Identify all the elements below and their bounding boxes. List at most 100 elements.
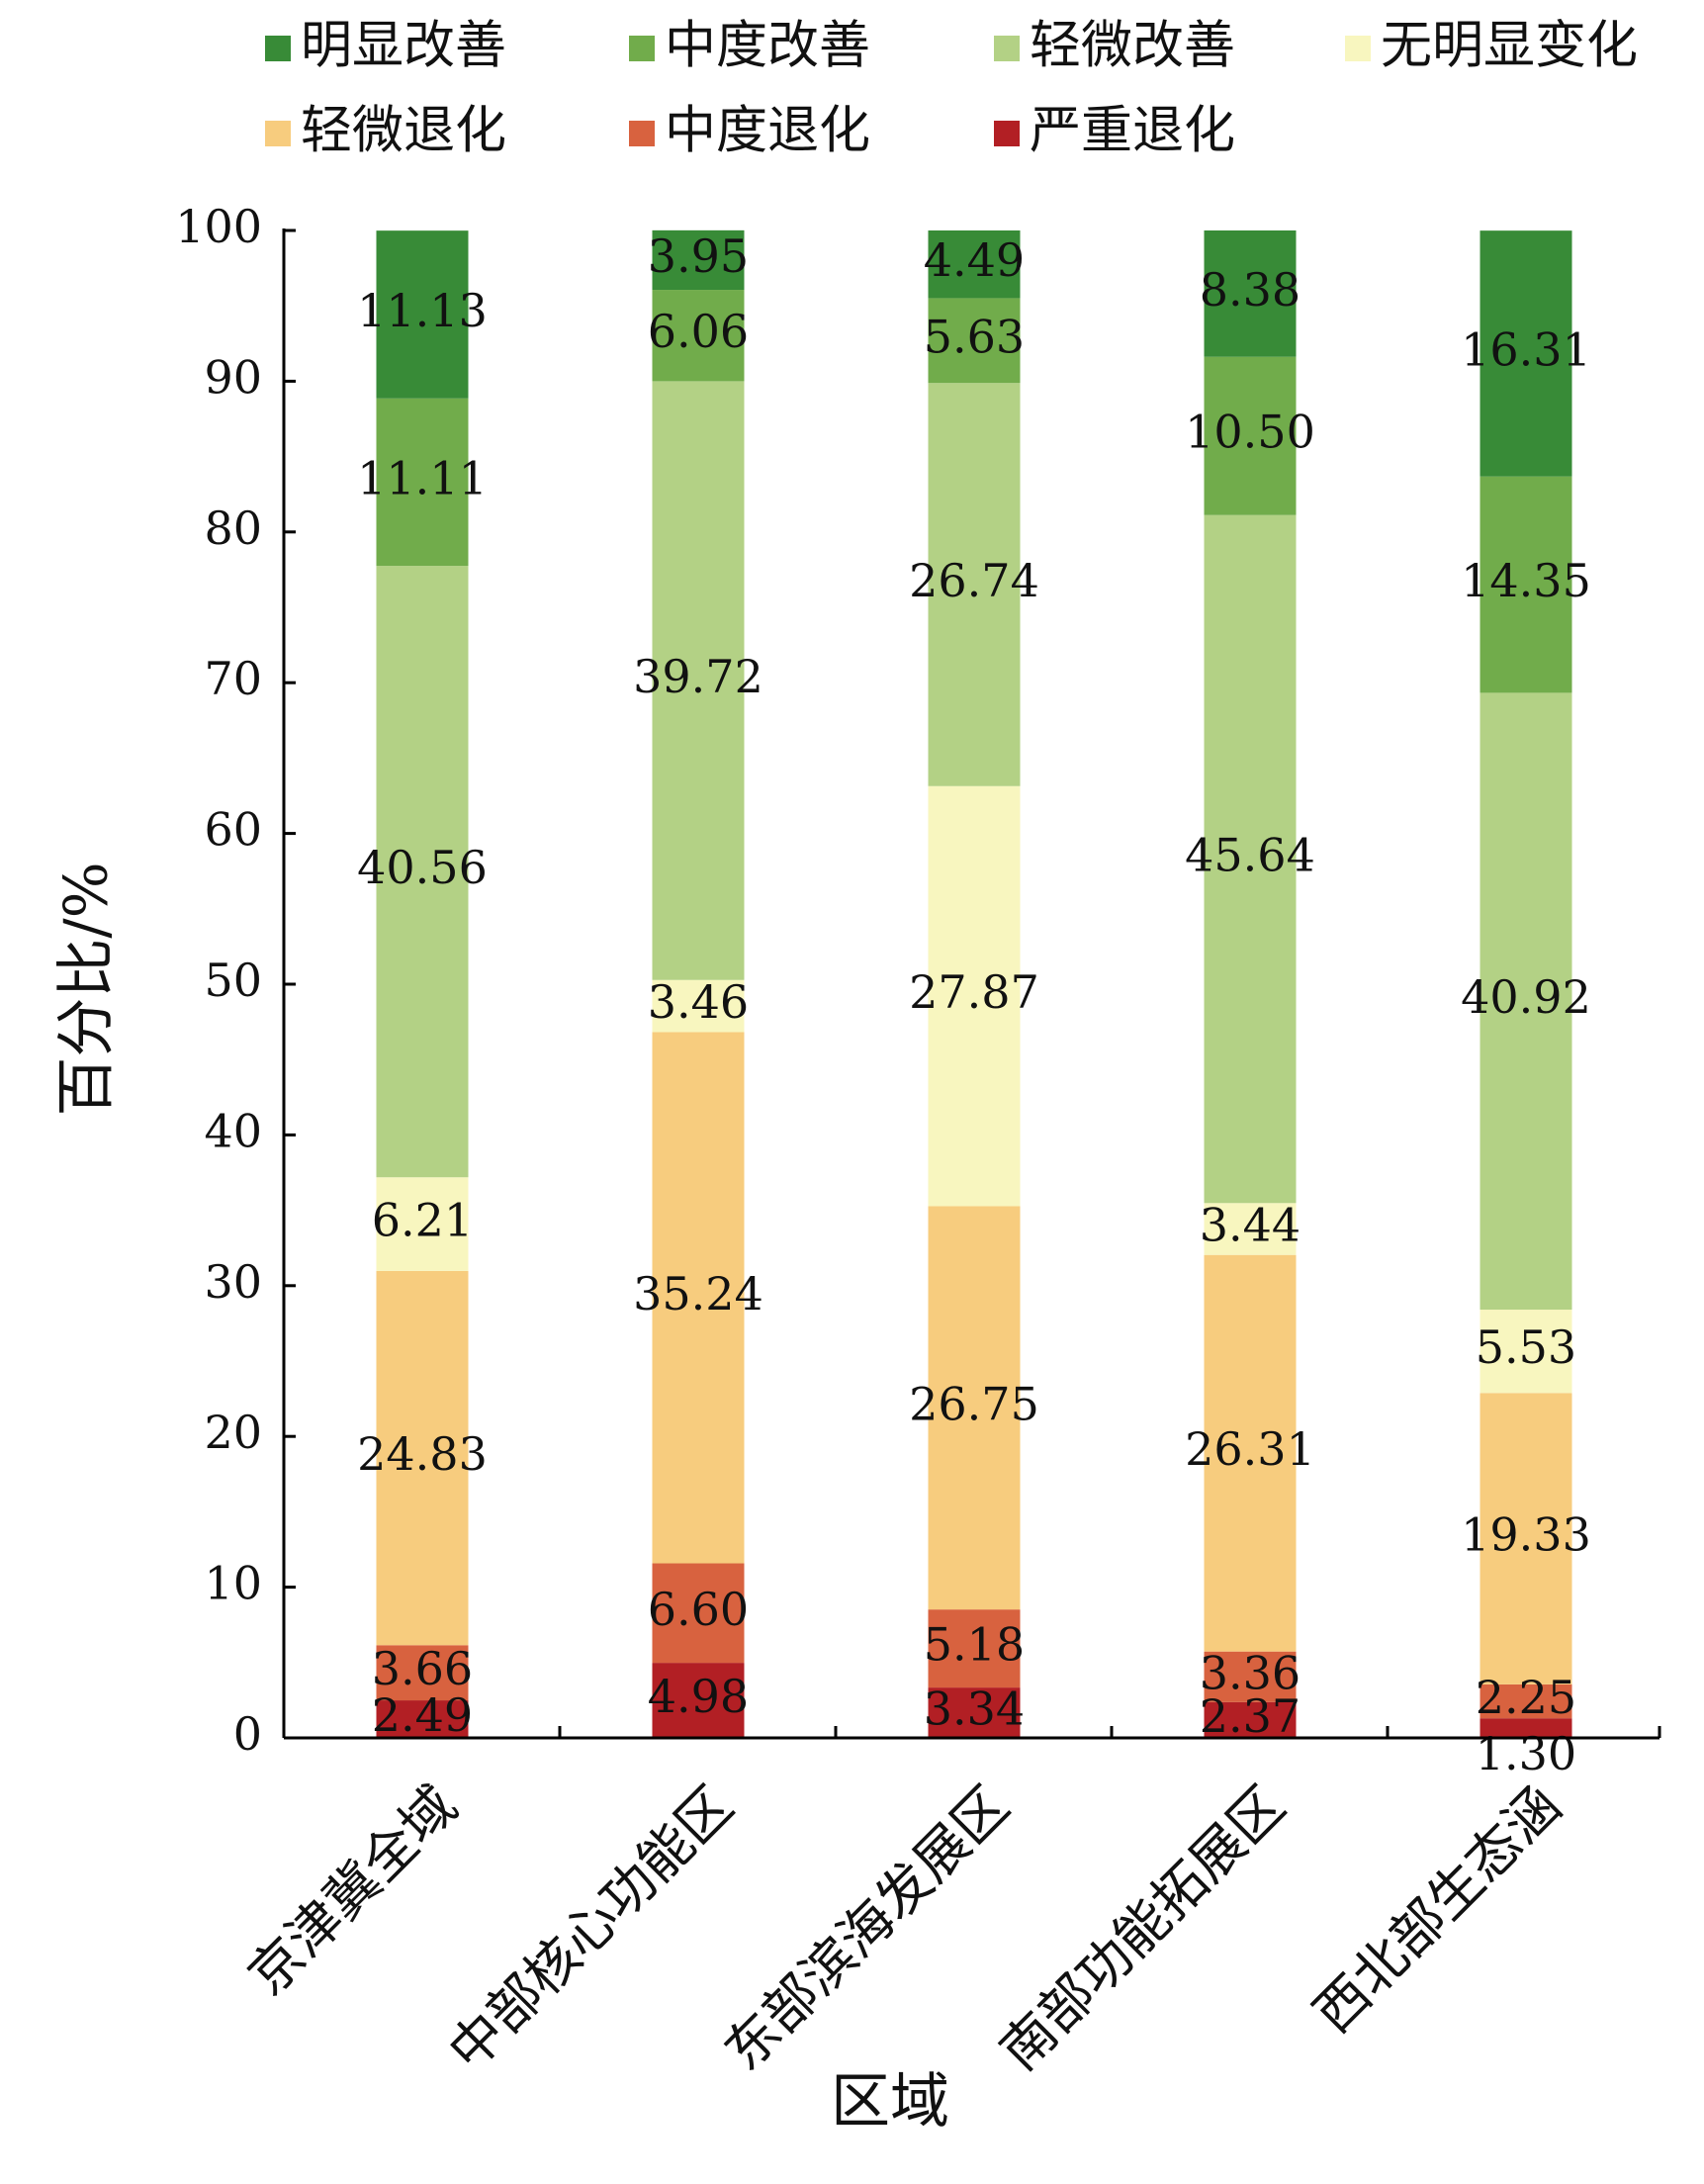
y-axis-title: 百分比/% [52, 862, 122, 1116]
y-tick-label: 70 [204, 652, 262, 705]
bar-segment-1-1 [376, 1700, 469, 1738]
data-label: 5.18 [924, 1618, 1025, 1672]
bar-segment-4-5 [1204, 514, 1297, 1204]
legend-label: 轻微退化 [301, 102, 506, 161]
legend-swatch [265, 36, 291, 61]
legend-label: 严重退化 [1030, 102, 1235, 161]
data-label: 11.13 [357, 284, 488, 337]
data-label: 3.34 [924, 1683, 1025, 1736]
bar-segment-5-7 [1480, 230, 1572, 477]
y-tick-label: 40 [204, 1104, 262, 1157]
legend-label: 中度改善 [665, 17, 870, 76]
bar-segment-2-1 [652, 1663, 745, 1738]
data-label: 40.92 [1461, 970, 1591, 1024]
y-tick-label: 60 [204, 803, 262, 857]
x-tick-label: 西北部生态涵 [1301, 1774, 1572, 2046]
data-label: 26.31 [1185, 1422, 1315, 1476]
x-tick-label: 中部核心功能区 [436, 1774, 745, 2083]
y-tick-label: 100 [175, 200, 262, 253]
bar-segment-3-7 [928, 230, 1021, 299]
bar-segment-1-4 [376, 1177, 469, 1271]
y-tick-label: 10 [204, 1557, 262, 1610]
data-label: 6.60 [648, 1583, 749, 1636]
legend-label: 无明显变化 [1381, 17, 1638, 76]
data-label: 35.24 [633, 1267, 763, 1320]
y-tick-label: 80 [204, 501, 262, 555]
legend-label: 轻微改善 [1030, 17, 1235, 76]
bars [376, 229, 1572, 1738]
data-label: 2.49 [372, 1688, 473, 1742]
bar-segment-5-5 [1480, 692, 1572, 1311]
bar-segment-3-4 [928, 785, 1021, 1207]
data-label: 40.56 [357, 841, 488, 894]
data-label: 3.66 [372, 1642, 473, 1695]
legend-swatch [629, 36, 655, 61]
bar-segment-2-2 [652, 1563, 745, 1664]
data-label: 8.38 [1200, 263, 1300, 317]
data-label: 1.30 [1476, 1727, 1576, 1780]
bar-segment-5-4 [1480, 1310, 1572, 1394]
bar-segment-3-3 [928, 1206, 1021, 1610]
data-label: 6.21 [372, 1194, 473, 1247]
data-label: 3.44 [1200, 1198, 1300, 1251]
data-label: 2.25 [1476, 1671, 1576, 1724]
legend-swatch [1345, 36, 1371, 61]
y-tick-label: 50 [204, 954, 262, 1007]
bar-segment-4-4 [1204, 1203, 1297, 1255]
bar-segment-4-2 [1204, 1651, 1297, 1702]
data-label: 3.95 [648, 229, 749, 283]
data-label: 26.75 [909, 1377, 1039, 1430]
legend-swatch [994, 121, 1020, 146]
bar-segment-4-7 [1204, 230, 1297, 357]
data-label: 19.33 [1461, 1508, 1591, 1562]
data-label: 3.46 [648, 975, 749, 1029]
data-label: 45.64 [1185, 829, 1315, 882]
bar-segment-2-7 [652, 229, 745, 291]
bar-segment-5-2 [1480, 1684, 1572, 1719]
data-label: 27.87 [909, 965, 1039, 1019]
bar-segment-1-6 [376, 398, 469, 567]
bar-segment-2-3 [652, 1032, 745, 1564]
bar-segment-5-1 [1480, 1718, 1572, 1738]
data-label: 26.74 [909, 554, 1039, 607]
bar-segment-3-1 [928, 1687, 1021, 1738]
data-label: 5.53 [1476, 1320, 1576, 1374]
bar-segment-5-3 [1480, 1393, 1572, 1684]
y-axis-ticks: 0 10 20 30 40 50 60 70 80 90 100 [175, 200, 296, 1761]
bar-segment-2-4 [652, 979, 745, 1033]
data-label: 6.06 [648, 305, 749, 358]
segment-labels: 2.493.66 24.83 6.21 40.56 11.11 11.13 4.98 6.60… [357, 229, 1591, 1780]
data-label: 16.31 [1461, 322, 1591, 376]
legend-label: 明显改善 [301, 17, 506, 76]
bar-segment-3-2 [928, 1609, 1021, 1688]
bar-segment-1-5 [376, 566, 469, 1178]
bar-segment-2-5 [652, 381, 745, 980]
bar-segment-2-6 [652, 290, 745, 382]
y-tick-label: 0 [233, 1707, 262, 1761]
data-label: 3.36 [1200, 1646, 1300, 1699]
bar-segment-1-2 [376, 1645, 469, 1701]
x-tick-label: 京津冀全域 [236, 1774, 469, 2007]
y-tick-label: 20 [204, 1406, 262, 1459]
data-label: 24.83 [357, 1427, 488, 1481]
x-axis-title: 区域 [831, 2067, 949, 2137]
legend-swatch [629, 121, 655, 146]
bar-segment-4-3 [1204, 1254, 1297, 1652]
bar-segment-1-3 [376, 1270, 469, 1646]
y-tick-label: 30 [204, 1255, 262, 1309]
bar-segment-3-6 [928, 298, 1021, 384]
data-label: 10.50 [1185, 406, 1315, 459]
bar-segment-1-7 [376, 230, 469, 399]
data-label: 2.37 [1200, 1689, 1300, 1743]
bar-segment-3-5 [928, 383, 1021, 786]
data-label: 11.11 [357, 451, 488, 504]
legend-label: 中度退化 [665, 102, 870, 161]
data-label: 4.98 [648, 1670, 749, 1723]
data-label: 39.72 [633, 650, 763, 703]
bar-segment-5-6 [1480, 476, 1572, 693]
data-label: 5.63 [924, 310, 1025, 363]
data-label: 14.35 [1461, 554, 1591, 607]
